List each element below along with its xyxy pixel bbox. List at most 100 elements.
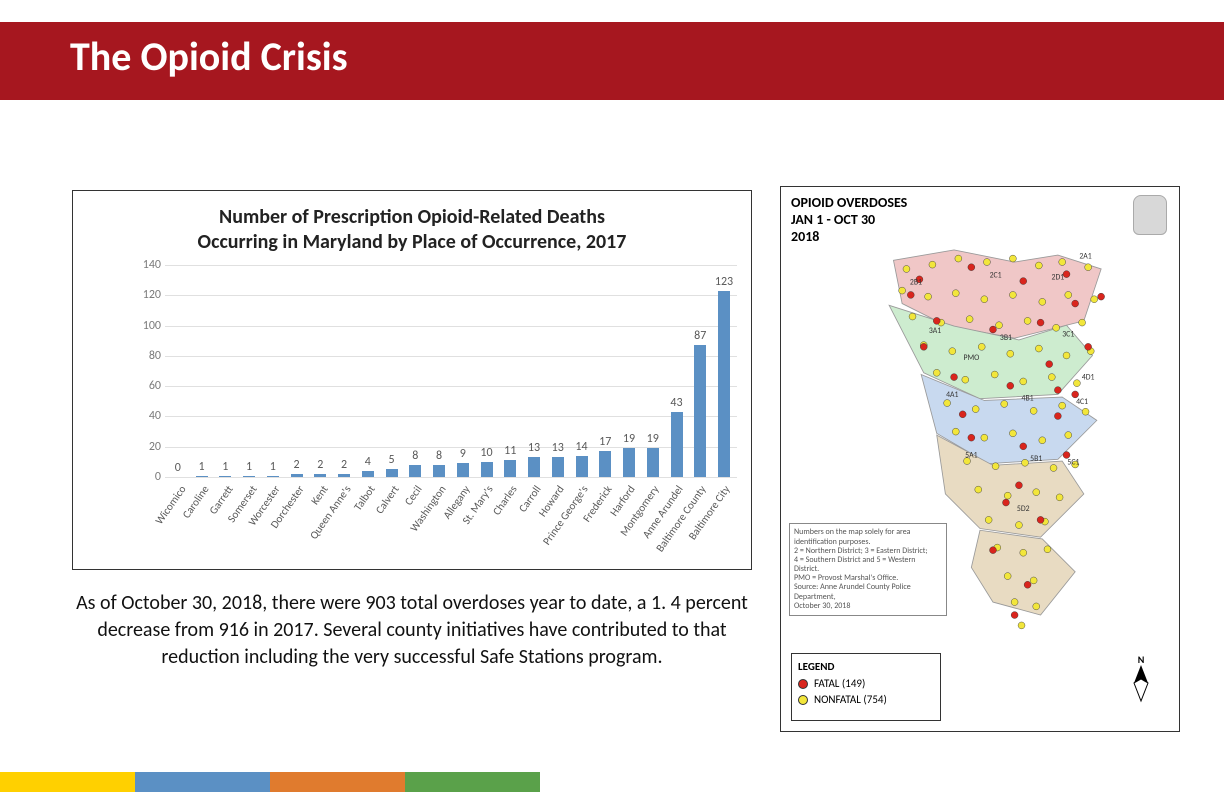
bar-value-label: 19	[623, 432, 635, 446]
map-dot	[933, 369, 940, 376]
district-label: 3C1	[1062, 330, 1074, 339]
map-dot	[1053, 324, 1060, 331]
map-notes: Numbers on the map solely for area ident…	[789, 523, 947, 616]
map-dot	[1039, 298, 1046, 305]
legend-label: NONFATAL (754)	[814, 693, 887, 706]
bar-rect	[528, 457, 540, 477]
bar-value-label: 11	[504, 444, 516, 458]
map-dot	[1050, 464, 1057, 471]
chart-title-line2: Occurring in Maryland by Place of Occurr…	[198, 230, 627, 254]
map-dot	[1063, 452, 1070, 459]
map-dot	[952, 290, 959, 297]
map-dot	[1020, 278, 1027, 285]
bar-rect	[409, 465, 421, 477]
bar-value-label: 8	[436, 449, 442, 463]
map-dot	[1015, 482, 1022, 489]
map-dot	[1011, 599, 1018, 606]
map-dot	[1033, 603, 1040, 610]
map-dot	[1020, 549, 1027, 556]
plot-area: 020406080100120140 011112224588910111313…	[121, 265, 737, 477]
bar-rect	[694, 345, 706, 477]
district-label: 5A1	[965, 452, 977, 461]
bar-rect	[576, 456, 588, 477]
bar: 11	[499, 460, 521, 477]
map-dot	[1022, 459, 1029, 466]
map-dot	[1007, 382, 1014, 389]
map-dot	[951, 374, 958, 381]
district-label: 5C1	[1067, 458, 1079, 467]
map-dot	[949, 348, 956, 355]
bar-rect	[552, 457, 564, 477]
map-dot	[1020, 378, 1027, 385]
map-dot	[1033, 489, 1040, 496]
map-header: OPIOID OVERDOSES JAN 1 - OCT 30 2018	[791, 195, 907, 245]
map-dot	[1004, 492, 1011, 499]
map-dot	[959, 411, 966, 418]
map-dot	[1044, 546, 1051, 553]
bar-rect	[457, 463, 469, 477]
map-dot	[1079, 319, 1086, 326]
map-dot	[1009, 291, 1016, 298]
district-label: 5D2	[1017, 505, 1030, 514]
bar-rect	[718, 291, 730, 477]
bar: 19	[618, 448, 640, 477]
map-dot	[1007, 350, 1014, 357]
body-text: As of October 30, 2018, there were 903 t…	[72, 590, 752, 671]
district-label: 2C1	[990, 272, 1002, 281]
slide-title: The Opioid Crisis	[70, 32, 348, 81]
district-label: 3A1	[929, 327, 941, 336]
bar-value-label: 13	[528, 441, 540, 455]
chart-title-line1: Number of Prescription Opioid-Related De…	[219, 205, 605, 229]
bar-rect	[671, 412, 683, 477]
y-tick-label: 40	[149, 409, 161, 423]
bar-value-label: 1	[246, 460, 252, 474]
bar-value-label: 0	[175, 461, 181, 475]
legend-title: LEGEND	[798, 660, 934, 673]
y-tick-label: 140	[143, 258, 161, 272]
bars-container: 011112224588910111313141719194387123	[165, 265, 737, 477]
map-dot	[1004, 573, 1011, 580]
map-dot	[966, 316, 973, 323]
map-dot	[990, 326, 997, 333]
map-dot	[1059, 402, 1066, 409]
legend-dot-icon	[798, 695, 808, 705]
map-dot	[903, 265, 910, 272]
bar-rect	[386, 469, 398, 477]
footer-block	[405, 772, 540, 792]
bar-value-label: 13	[552, 441, 564, 455]
footer-block	[0, 772, 135, 792]
bar-value-label: 17	[599, 435, 611, 449]
map-header-line2: JAN 1 - OCT 30	[791, 211, 875, 228]
map-dot	[991, 371, 998, 378]
x-axis: WicomicoCarolineGarrettSomersetWorcester…	[165, 477, 735, 565]
district-label: 2D1	[1052, 273, 1065, 282]
map-dot	[944, 400, 951, 407]
bar-value-label: 10	[480, 446, 492, 460]
bar: 123	[713, 291, 735, 477]
map-dot	[962, 376, 969, 383]
bar: 8	[404, 465, 426, 477]
map-dot	[1085, 264, 1092, 271]
district-label: 5B1	[1030, 455, 1042, 464]
bar: 10	[476, 462, 498, 477]
map-header-line1: OPIOID OVERDOSES	[791, 194, 907, 211]
map-dot	[1085, 343, 1092, 350]
map-dot	[1072, 391, 1079, 398]
map-dot	[929, 261, 936, 268]
map-dot	[1098, 293, 1105, 300]
bar: 9	[452, 463, 474, 477]
map-dot	[990, 547, 997, 554]
bar-value-label: 1	[222, 460, 228, 474]
bar: 43	[666, 412, 688, 477]
map-dot	[978, 343, 985, 350]
map-dot	[1011, 612, 1018, 619]
y-tick-label: 60	[149, 379, 161, 393]
district-label: 3B1	[1000, 334, 1012, 343]
map-dot	[1065, 432, 1072, 439]
y-tick-label: 100	[143, 319, 161, 333]
map-dot	[933, 317, 940, 324]
bar-rect	[481, 462, 493, 477]
map-dot	[1009, 430, 1016, 437]
map-dot	[985, 516, 992, 523]
y-tick-label: 80	[149, 349, 161, 363]
